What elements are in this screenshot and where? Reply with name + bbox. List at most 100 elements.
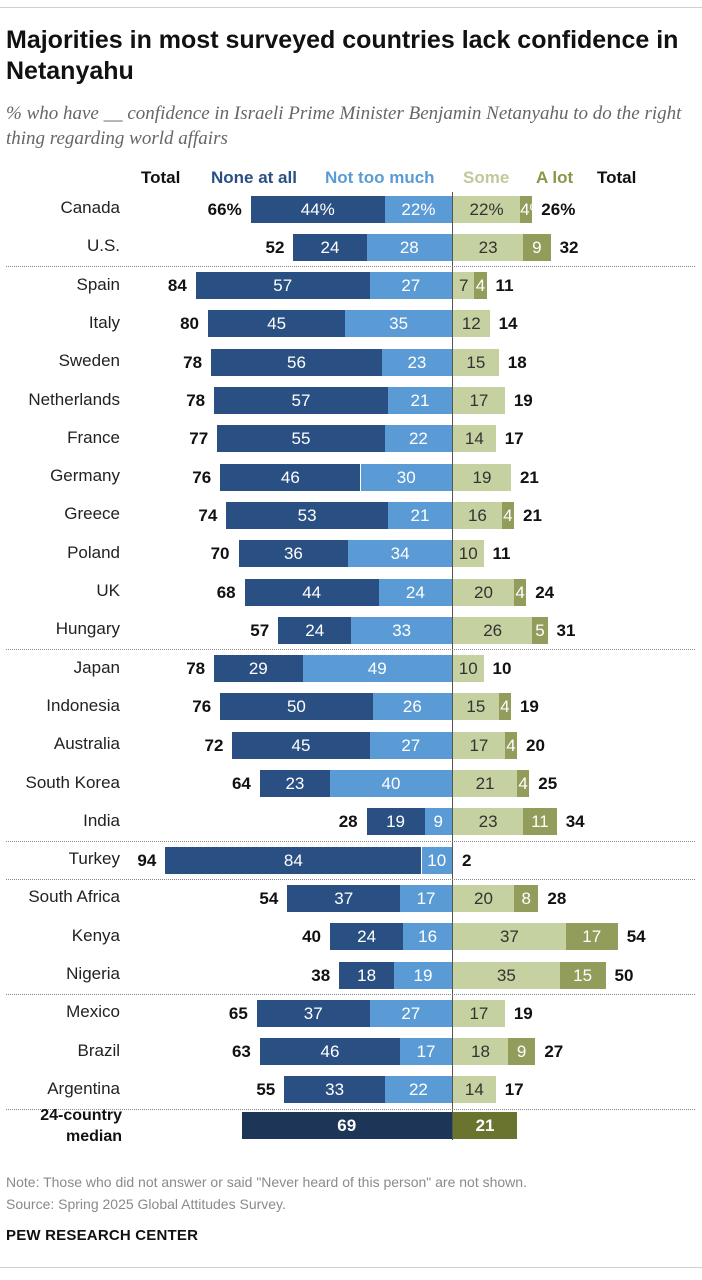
bar-not-too-much-kenya [403, 923, 452, 951]
total-positive-hungary: 31 [556, 620, 576, 640]
bar-none-at-all-kenya [330, 923, 404, 951]
total-negative-hungary: 57 [250, 620, 270, 640]
total-negative-indonesia: 76 [192, 697, 212, 717]
bar-not-too-much-mexico [369, 999, 452, 1027]
group-divider [6, 649, 695, 651]
country-label-netherlands: Netherlands [28, 389, 120, 409]
center-axis [452, 192, 453, 1140]
label-median-negative: 69 [337, 1116, 357, 1136]
bar-a-lot-india [523, 808, 557, 836]
chart-subtitle: % who have __ confidence in Israeli Prim… [6, 103, 682, 149]
country-label-brazil: Brazil [77, 1040, 120, 1060]
bar-none-at-all-italy [208, 310, 346, 338]
label-not-too-much-germany: 30 [396, 467, 416, 487]
total-negative-mexico: 65 [228, 1003, 248, 1023]
bar-not-too-much-netherlands [387, 387, 452, 414]
label-none-at-all-nigeria: 18 [357, 965, 377, 985]
label-a-lot-nigeria: 15 [573, 965, 593, 985]
bar-not-too-much-brazil [400, 1038, 452, 1066]
bar-none-at-all-japan [214, 655, 303, 683]
total-positive-spain: 11 [495, 276, 514, 296]
label-some-india: 23 [478, 812, 498, 832]
bar-some-kenya [453, 923, 566, 951]
label-not-too-much-australia: 27 [401, 735, 421, 755]
label-none-at-all-indonesia: 50 [286, 697, 306, 717]
label-some-japan: 10 [458, 659, 478, 679]
bar-none-at-all-india [366, 808, 425, 836]
total-negative-south-korea: 64 [231, 774, 251, 793]
bar-none-at-all-spain [195, 272, 370, 300]
label-none-at-all-italy: 45 [267, 314, 287, 334]
country-label-greece: Greece [64, 504, 120, 524]
total-positive-australia: 20 [526, 735, 545, 755]
bar-none-at-all-greece [226, 501, 388, 529]
label-none-at-all-turkey: 84 [283, 850, 303, 870]
total-negative-kenya: 40 [302, 927, 321, 947]
country-label-australia: Australia [53, 734, 120, 754]
label-a-lot-canada: 4% [520, 199, 545, 219]
bar-some-mexico [453, 999, 505, 1027]
bar-not-too-much-south-korea [330, 770, 452, 797]
total-negative-italy: 80 [180, 314, 199, 334]
bar-some-argentina [453, 1076, 496, 1104]
bar-some-greece [453, 501, 502, 529]
bar-some-germany [453, 463, 511, 491]
bar-a-lot-kenya [565, 923, 618, 951]
total-positive-india: 34 [565, 812, 585, 832]
bar-some-france [453, 425, 496, 453]
chart-title: Majorities in most surveyed countries la… [6, 26, 679, 85]
label-a-lot-indonesia: 4 [500, 697, 510, 717]
total-negative-uk: 68 [216, 582, 236, 602]
bar-some-brazil [453, 1038, 508, 1066]
total-negative-nigeria: 38 [311, 965, 331, 985]
bar-a-lot-greece [501, 501, 514, 529]
bar-some-indonesia [453, 693, 499, 721]
label-not-too-much-france: 22 [408, 429, 428, 449]
label-none-at-all-brazil: 46 [320, 1042, 340, 1062]
bar-none-at-all-south-africa [287, 884, 401, 912]
label-none-at-all-kenya: 24 [357, 927, 377, 947]
bar-none-at-all-u-s [293, 233, 367, 261]
bar-some-spain [453, 272, 475, 300]
country-label-poland: Poland [67, 542, 120, 562]
label-median-positive: 21 [475, 1116, 495, 1136]
total-negative-india: 28 [338, 812, 358, 832]
label-none-at-all-france: 55 [291, 429, 311, 449]
label-a-lot-greece: 4 [503, 505, 513, 525]
total-positive-mexico: 19 [513, 1003, 533, 1023]
group-divider [6, 266, 695, 268]
country-label-u-s: U.S. [86, 236, 120, 256]
source-text: Source: Spring 2025 Global Attitudes Sur… [6, 1196, 286, 1212]
label-not-too-much-south-korea: 40 [381, 774, 401, 793]
total-negative-argentina: 55 [256, 1080, 276, 1100]
bar-not-too-much-indonesia [372, 693, 452, 721]
label-some-uk: 20 [474, 582, 493, 602]
total-negative-japan: 78 [186, 659, 206, 679]
bar-not-too-much-india [424, 808, 452, 836]
top-rule [0, 7, 702, 8]
bar-not-too-much-uk [378, 578, 452, 606]
note-text: Note: Those who did not answer or said "… [6, 1174, 527, 1190]
label-a-lot-australia: 4 [506, 735, 516, 755]
bar-some-south-korea [453, 770, 518, 797]
label-a-lot-u-s: 9 [532, 237, 542, 257]
label-a-lot-spain: 4 [475, 276, 486, 296]
label-some-u-s: 23 [478, 237, 498, 257]
label-none-at-all-south-africa: 37 [334, 888, 354, 908]
label-some-hungary: 26 [483, 620, 503, 640]
bar-not-too-much-poland [348, 540, 452, 568]
bar-a-lot-uk [514, 578, 527, 606]
bar-a-lot-australia [504, 731, 518, 759]
label-some-argentina: 14 [464, 1080, 484, 1100]
bar-not-too-much-nigeria [394, 961, 452, 989]
country-label-nigeria: Nigeria [66, 964, 120, 983]
bottom-rule [0, 1267, 702, 1268]
label-not-too-much-argentina: 22 [408, 1080, 428, 1100]
bar-not-too-much-spain [369, 272, 452, 300]
label-some-poland: 10 [458, 544, 478, 564]
label-not-too-much-hungary: 33 [392, 620, 412, 640]
label-some-mexico: 17 [469, 1003, 489, 1023]
label-not-too-much-netherlands: 21 [410, 391, 430, 410]
label-some-netherlands: 17 [469, 391, 489, 410]
